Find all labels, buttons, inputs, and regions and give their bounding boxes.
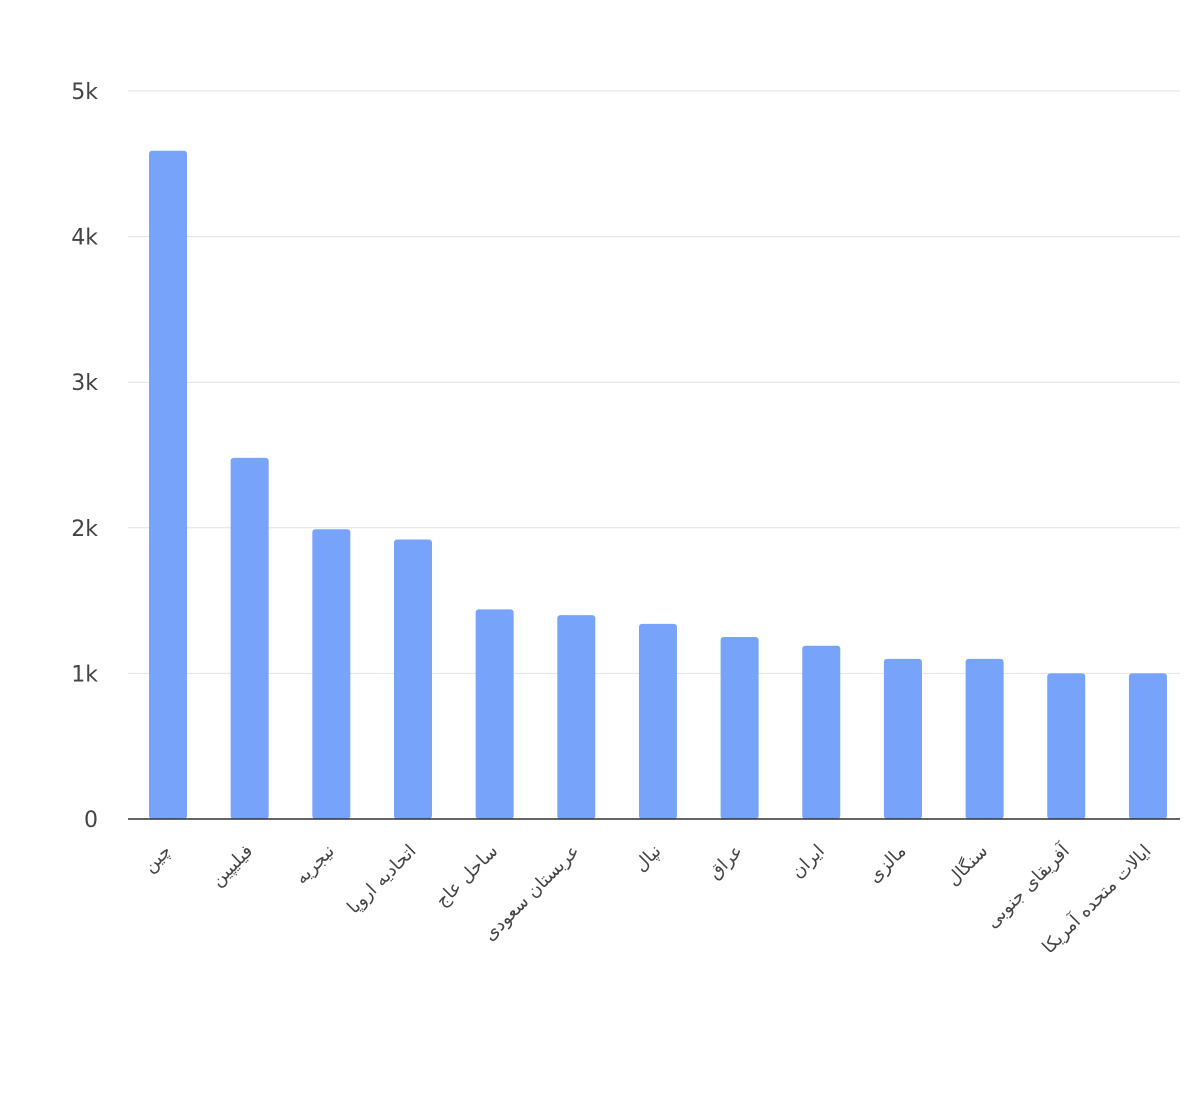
bar xyxy=(802,645,841,819)
x-axis-ticks: چین فیلیپین نیجریه اتحادیه اروپا ساحل عاجعرب… xyxy=(139,839,1155,958)
x-tick-label: ایران xyxy=(787,841,829,883)
bar xyxy=(638,623,677,819)
y-tick-label: 3k xyxy=(71,371,98,396)
bar xyxy=(1128,673,1167,819)
y-axis-ticks: 0 1k 2k 3k 4k 5k xyxy=(71,80,98,833)
bar xyxy=(1047,673,1086,819)
x-tick-label: ساحل عاج xyxy=(432,841,503,912)
bar xyxy=(475,609,514,819)
y-tick-label: 5k xyxy=(71,80,98,105)
y-tick-label: 1k xyxy=(71,662,98,687)
x-tick-label: مالزی xyxy=(864,841,910,887)
x-tick-label: اتحادیه اروپا xyxy=(343,841,420,918)
bar xyxy=(230,457,269,819)
bar xyxy=(149,150,187,820)
bar xyxy=(393,539,432,819)
x-tick-label: آفریقای جنوبی xyxy=(981,839,1075,933)
x-tick-label: نپال xyxy=(630,841,665,876)
x-tick-label: عراق xyxy=(704,841,747,884)
bars xyxy=(149,150,1167,820)
gridlines xyxy=(128,90,1180,674)
x-tick-label: سنگال xyxy=(942,840,992,890)
x-tick-label: فیلیپین xyxy=(207,841,257,891)
bar xyxy=(557,615,596,819)
x-tick-label: چین xyxy=(139,841,175,877)
bar xyxy=(883,658,922,819)
bar xyxy=(720,637,759,819)
y-tick-label: 4k xyxy=(71,226,98,251)
bar xyxy=(312,529,351,819)
y-tick-label: 0 xyxy=(84,808,98,833)
bar xyxy=(965,658,1004,819)
x-tick-label: نیجریه xyxy=(291,841,339,889)
y-tick-label: 2k xyxy=(71,517,98,542)
